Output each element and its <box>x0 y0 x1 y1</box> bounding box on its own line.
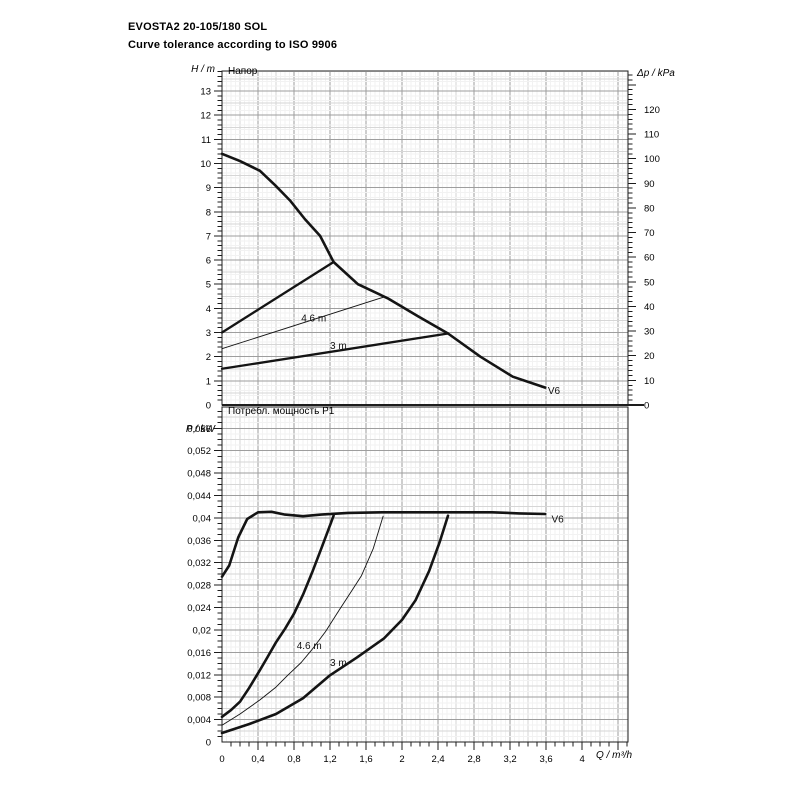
tick-label: 10 <box>200 159 211 170</box>
tick-label: 30 <box>644 327 655 338</box>
tick-label: 0 <box>206 401 211 412</box>
curve-label: V6 <box>548 386 561 397</box>
axis-ticks <box>214 410 628 750</box>
tick-label: 50 <box>644 277 655 288</box>
tick-label: 2,4 <box>431 754 444 765</box>
tick-label: 2,8 <box>467 754 480 765</box>
power-chart: 0 0,004 0,008 0,012 0,016 0,02 0,024 0,028 0,032… <box>187 406 629 765</box>
tick-label: 0,4 <box>251 754 264 765</box>
power-chart-title: Потребл. мощность P1 <box>228 406 335 417</box>
tick-label: 2 <box>399 754 404 765</box>
tick-label: 0,036 <box>187 536 211 547</box>
tick-label: 5 <box>206 280 211 291</box>
curve-label: 3 m <box>330 341 347 352</box>
tick-label: 0,056 <box>187 424 211 435</box>
tick-label: 3 <box>206 328 211 339</box>
tick-label: 0,016 <box>187 648 211 659</box>
tick-label: 11 <box>201 135 211 146</box>
head-axis-unit-label: H / m <box>191 64 215 75</box>
curve-label: V6 <box>551 514 564 525</box>
tick-label: 12 <box>200 111 211 122</box>
tick-label: 0 <box>219 754 224 765</box>
tick-label: 0,04 <box>193 513 212 524</box>
tick-label: 9 <box>206 183 211 194</box>
tick-label: 7 <box>206 231 211 242</box>
curve-label: 4.6 m <box>297 641 322 652</box>
tick-label: 0,048 <box>187 469 211 480</box>
tick-label: 13 <box>200 87 211 98</box>
tick-label: 0,024 <box>187 603 211 614</box>
tick-label: 2 <box>206 352 211 363</box>
tick-label: 0,004 <box>187 715 211 726</box>
tick-label: 1,2 <box>323 754 336 765</box>
tick-label: 0,8 <box>287 754 300 765</box>
tick-label: 0 <box>206 738 211 749</box>
head-chart: 0123456789101112130102030405060708090100… <box>200 70 660 412</box>
tick-label: 3,2 <box>503 754 516 765</box>
tick-label: 6 <box>206 256 211 267</box>
tick-label: 120 <box>644 105 660 116</box>
tick-label: 10 <box>644 376 655 387</box>
tick-label: 100 <box>644 154 660 165</box>
power-4-6m-curve <box>220 514 335 719</box>
axis-ticks <box>214 71 636 401</box>
tick-label: 8 <box>206 207 211 218</box>
tick-label: 0,052 <box>187 446 211 457</box>
tick-label: 110 <box>644 130 659 141</box>
tick-label: 3,6 <box>539 754 552 765</box>
tick-label: 80 <box>644 203 655 214</box>
tick-label: 1,6 <box>359 754 372 765</box>
curve-label: 4.6 m <box>301 314 326 325</box>
tick-label: 90 <box>644 179 655 190</box>
tick-label: 0,032 <box>187 558 211 569</box>
head-chart-title: Напор <box>228 66 258 77</box>
curve-label: 3 m <box>330 658 347 669</box>
page-subtitle: Curve tolerance according to ISO 9906 <box>128 39 338 51</box>
setpoint-4-6m-line <box>220 260 335 334</box>
tick-label: 70 <box>644 228 655 239</box>
grid <box>222 407 628 742</box>
tick-label: 1 <box>206 376 211 387</box>
tick-labels: 0123456789101112130102030405060708090100… <box>200 87 659 412</box>
power-axis-unit-label: P / kW <box>185 424 215 435</box>
reference-thin-power-curve <box>221 515 384 726</box>
pressure-axis-unit-label: Δp / kPa <box>637 68 675 79</box>
tick-label: 0,02 <box>193 625 212 636</box>
tick-label: 4 <box>206 304 211 315</box>
power-3m-curve <box>220 514 450 735</box>
tick-label: 0,012 <box>187 670 211 681</box>
max-speed-power-curve <box>220 510 547 579</box>
setpoint-3m-line <box>220 332 450 370</box>
tick-label: 0 <box>644 401 649 412</box>
grid <box>222 71 628 405</box>
tick-label: 20 <box>644 351 655 362</box>
tick-label: 60 <box>644 253 655 264</box>
tick-label: 0,044 <box>187 491 211 502</box>
tick-label: 40 <box>644 302 655 313</box>
page-title: EVOSTA2 20-105/180 SOL <box>128 21 268 33</box>
tick-label: 0,028 <box>187 581 211 592</box>
tick-labels: 0 0,004 0,008 0,012 0,016 0,02 0,024 0,028 0,032… <box>187 424 585 765</box>
flow-axis-unit-label: Q / m³/h <box>596 750 633 761</box>
tick-label: 4 <box>579 754 584 765</box>
tick-label: 0,008 <box>187 693 211 704</box>
reference-thin-line <box>221 296 384 350</box>
